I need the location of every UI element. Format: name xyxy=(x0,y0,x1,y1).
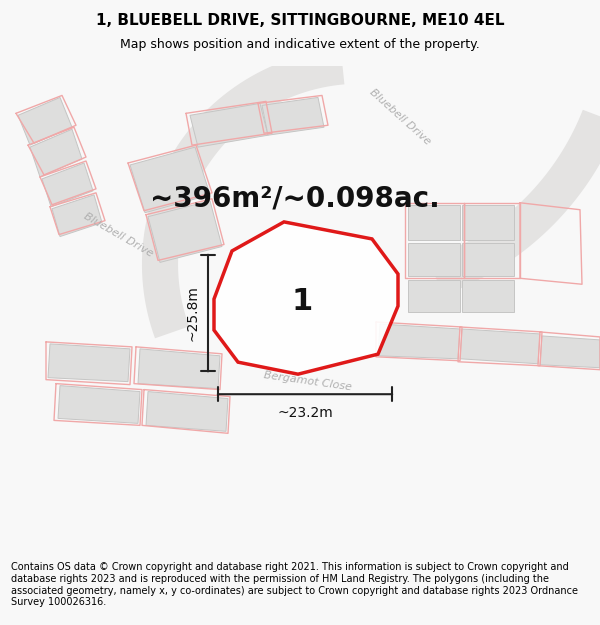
Polygon shape xyxy=(190,103,268,147)
Polygon shape xyxy=(138,349,220,389)
Polygon shape xyxy=(540,336,600,367)
Polygon shape xyxy=(148,201,222,262)
Polygon shape xyxy=(214,222,398,374)
Polygon shape xyxy=(42,163,93,207)
Polygon shape xyxy=(460,329,540,364)
Text: ~23.2m: ~23.2m xyxy=(277,406,333,420)
Polygon shape xyxy=(18,98,72,145)
Polygon shape xyxy=(408,205,460,239)
Polygon shape xyxy=(52,195,102,236)
Text: Bluebell Drive: Bluebell Drive xyxy=(368,88,433,148)
Polygon shape xyxy=(58,386,140,423)
Polygon shape xyxy=(462,242,514,276)
Text: 1: 1 xyxy=(292,287,313,316)
Polygon shape xyxy=(408,280,460,312)
Polygon shape xyxy=(146,392,228,431)
Polygon shape xyxy=(408,242,460,276)
Text: Contains OS data © Crown copyright and database right 2021. This information is : Contains OS data © Crown copyright and d… xyxy=(11,562,578,608)
Polygon shape xyxy=(462,205,514,239)
Text: Bluebell Drive: Bluebell Drive xyxy=(82,211,154,259)
Polygon shape xyxy=(378,324,460,359)
Polygon shape xyxy=(462,280,514,312)
Polygon shape xyxy=(262,98,324,135)
Text: Bergamot Close: Bergamot Close xyxy=(263,371,353,392)
Text: 1, BLUEBELL DRIVE, SITTINGBOURNE, ME10 4EL: 1, BLUEBELL DRIVE, SITTINGBOURNE, ME10 4… xyxy=(96,13,504,28)
Polygon shape xyxy=(30,129,82,177)
Text: ~25.8m: ~25.8m xyxy=(186,285,200,341)
Polygon shape xyxy=(130,147,210,213)
Polygon shape xyxy=(48,344,130,382)
Text: ~396m²/~0.098ac.: ~396m²/~0.098ac. xyxy=(150,185,440,213)
Text: Map shows position and indicative extent of the property.: Map shows position and indicative extent… xyxy=(120,38,480,51)
